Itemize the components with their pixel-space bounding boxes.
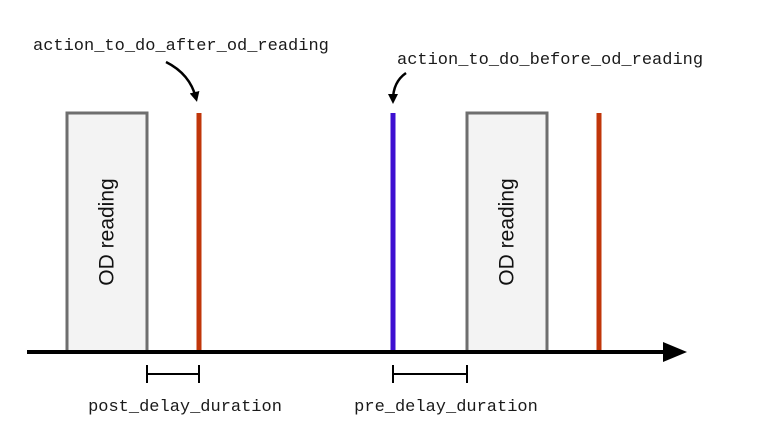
post-delay-bracket <box>146 365 200 383</box>
pre-delay-label: pre_delay_duration <box>354 398 538 417</box>
time-axis-arrowhead-icon <box>663 342 687 362</box>
od-reading-box-1 <box>65 111 149 354</box>
od-reading-label-2: OD reading <box>496 178 519 285</box>
time-axis <box>27 342 687 362</box>
action-after-curved-arrow-icon <box>165 60 200 102</box>
od-reading-block-1: OD reading <box>65 111 149 354</box>
post-delay-label: post_delay_duration <box>88 398 282 417</box>
od-reading-label-1: OD reading <box>96 178 119 285</box>
pre-delay-bracket <box>392 365 468 383</box>
action-after-label: action_to_do_after_od_reading <box>33 37 329 56</box>
od-reading-block-2: OD reading <box>465 111 549 354</box>
od-reading-box-2 <box>465 111 549 354</box>
action-before-label: action_to_do_before_od_reading <box>397 51 703 70</box>
action-before-curved-arrow-icon <box>388 71 407 104</box>
